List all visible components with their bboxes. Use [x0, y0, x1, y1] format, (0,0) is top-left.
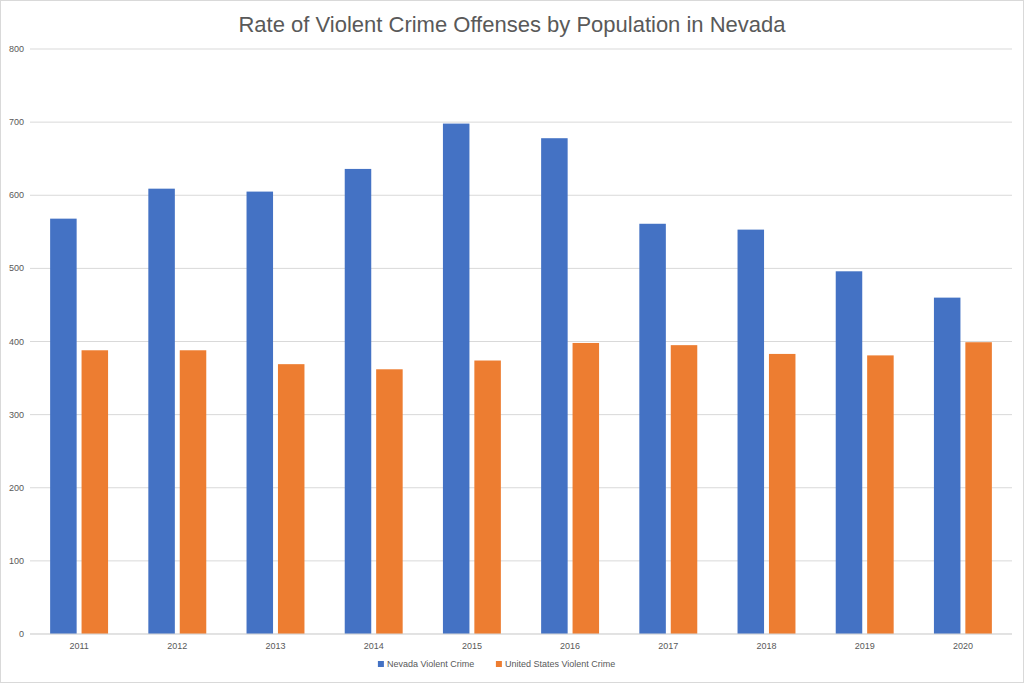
grid-line [30, 341, 1012, 342]
x-tick-label: 2015 [462, 641, 482, 651]
x-tick-label: 2019 [855, 641, 875, 651]
bar [836, 271, 863, 634]
y-tick-label: 200 [9, 483, 24, 493]
bar [769, 354, 796, 634]
grid-line [30, 414, 1012, 415]
legend-swatch [496, 661, 502, 667]
y-tick-label: 100 [9, 556, 24, 566]
chart-svg: Rate of Violent Crime Offenses by Popula… [0, 0, 1024, 683]
bar [671, 345, 698, 634]
bar [965, 342, 992, 634]
bar [934, 298, 961, 634]
x-tick-label: 2018 [756, 641, 776, 651]
chart-title: Rate of Violent Crime Offenses by Popula… [238, 12, 786, 37]
x-tick-label: 2014 [364, 641, 384, 651]
bar [50, 219, 77, 634]
y-tick-label: 500 [9, 263, 24, 273]
y-tick-label: 600 [9, 190, 24, 200]
chart-frame [1, 1, 1024, 683]
bar [82, 350, 109, 634]
grid-line [30, 122, 1012, 123]
legend: Nevada Violent Crime United States Violen… [378, 659, 615, 669]
x-tick-label: 2012 [167, 641, 187, 651]
bar [738, 230, 765, 634]
x-tick-label: 2020 [953, 641, 973, 651]
bar [573, 343, 600, 634]
x-tick-label: 2016 [560, 641, 580, 651]
bar [474, 361, 501, 634]
chart-container: Rate of Violent Crime Offenses by Popula… [0, 0, 1024, 683]
x-tick-label: 2013 [265, 641, 285, 651]
y-tick-label: 700 [9, 117, 24, 127]
bar [867, 355, 894, 634]
bar [345, 169, 372, 634]
grid-line [30, 560, 1012, 561]
x-tick-label: 2011 [69, 641, 88, 651]
y-tick-label: 400 [9, 337, 24, 347]
bar [278, 364, 305, 634]
bar [639, 224, 666, 634]
legend-swatch [378, 661, 384, 667]
x-axis-line [30, 634, 1012, 635]
bar [376, 369, 403, 634]
y-tick-label: 300 [9, 410, 24, 420]
bar [541, 138, 568, 634]
bars [50, 124, 992, 634]
bar [148, 189, 175, 634]
grid-line [30, 195, 1012, 196]
grid-line [30, 49, 1012, 50]
x-tick-label: 2017 [658, 641, 678, 651]
legend-label: United States Violent Crime [505, 659, 615, 669]
bar [180, 350, 207, 634]
y-tick-label: 0 [19, 629, 24, 639]
bar [247, 192, 274, 634]
y-tick-label: 800 [9, 44, 24, 54]
grid-line [30, 268, 1012, 269]
grid-line [30, 487, 1012, 488]
bar [443, 124, 470, 634]
grid-line [30, 634, 1012, 635]
legend-label: Nevada Violent Crime [387, 659, 474, 669]
